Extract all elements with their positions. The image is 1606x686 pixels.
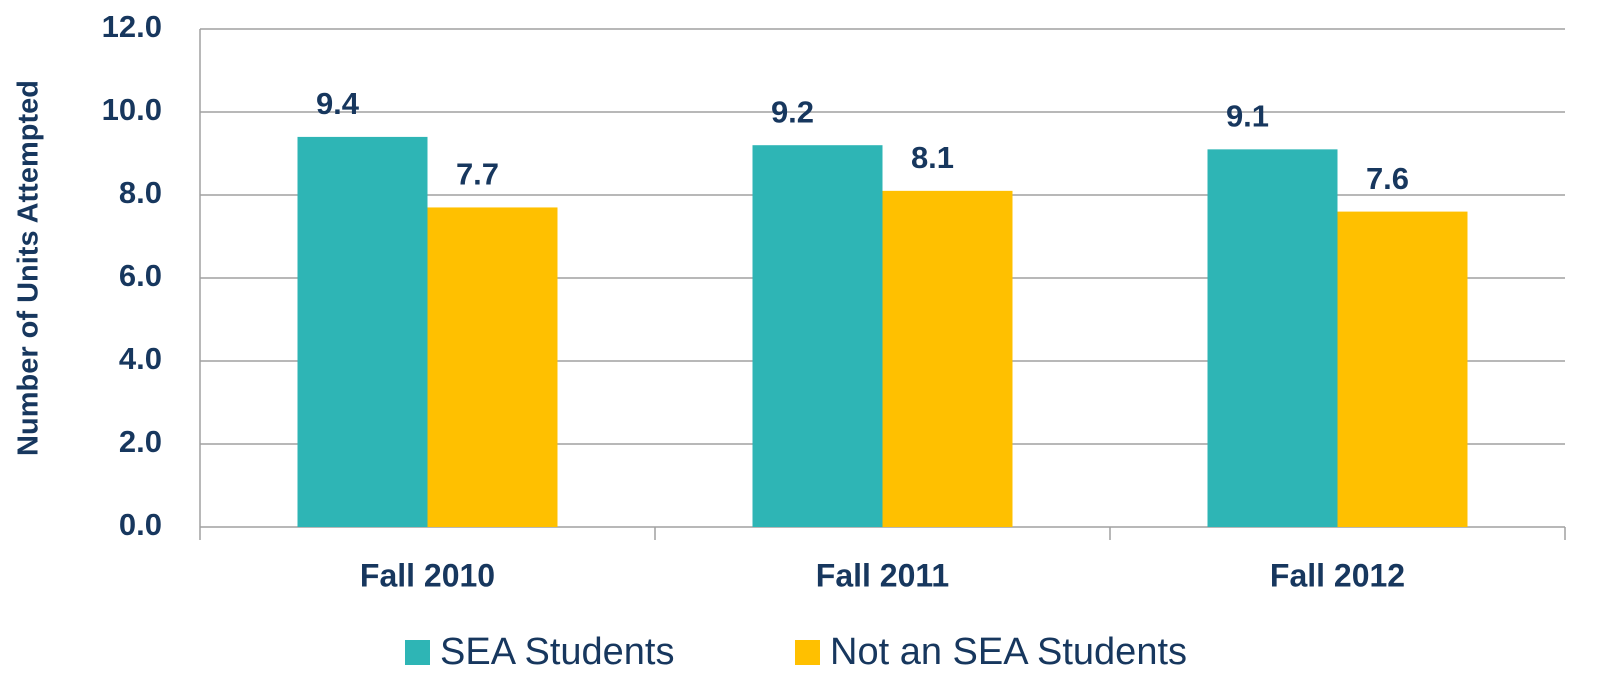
data-label: 7.7 xyxy=(456,157,499,192)
bar xyxy=(297,136,428,527)
bar xyxy=(1337,211,1468,527)
x-tick-label: Fall 2010 xyxy=(360,557,495,593)
data-label: 9.1 xyxy=(1226,99,1269,134)
y-tick-label: 0.0 xyxy=(119,507,162,542)
legend-swatch xyxy=(405,640,430,665)
y-tick-label: 4.0 xyxy=(119,341,162,376)
y-tick-label: 8.0 xyxy=(119,175,162,210)
y-tick-label: 2.0 xyxy=(119,424,162,459)
legend-label: Not an SEA Students xyxy=(830,631,1187,673)
data-label: 9.2 xyxy=(771,94,814,129)
data-label: 9.4 xyxy=(316,86,360,121)
bar xyxy=(752,145,883,527)
y-tick-label: 12.0 xyxy=(102,9,162,44)
bar xyxy=(1207,149,1338,527)
bar xyxy=(882,190,1013,527)
x-tick-label: Fall 2012 xyxy=(1270,557,1405,593)
y-tick-label: 6.0 xyxy=(119,258,162,293)
legend-swatch xyxy=(795,640,820,665)
y-axis-title: Number of Units Attempted xyxy=(13,80,45,456)
y-tick-label: 10.0 xyxy=(102,92,162,127)
x-tick-label: Fall 2011 xyxy=(816,557,949,593)
bar xyxy=(427,207,558,527)
legend-label: SEA Students xyxy=(440,631,675,673)
data-label: 8.1 xyxy=(911,140,954,175)
data-label: 7.6 xyxy=(1366,161,1409,196)
